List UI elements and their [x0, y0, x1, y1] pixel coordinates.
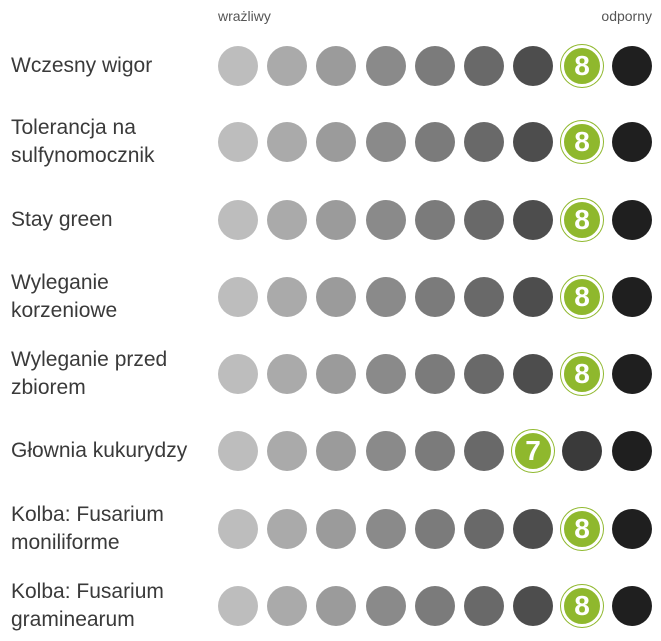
rating-value: 8	[574, 513, 590, 544]
rating-dot	[366, 586, 406, 626]
rating-dot	[267, 586, 307, 626]
rating-dot	[464, 509, 504, 549]
rating-dot	[316, 46, 356, 86]
rating-dot	[464, 586, 504, 626]
rating-dot	[316, 431, 356, 471]
rating-row: Kolba: Fusarium graminearum 8	[0, 576, 661, 636]
rating-value: 8	[574, 358, 590, 389]
rating-dot	[415, 586, 455, 626]
rating-dot	[366, 277, 406, 317]
rating-value: 7	[525, 435, 541, 466]
rating-row: Tolerancja na sulfynomocznik 8	[0, 112, 661, 172]
rating-dot	[316, 586, 356, 626]
rating-dot	[267, 46, 307, 86]
rating-dot	[464, 122, 504, 162]
rating-dot	[415, 122, 455, 162]
rating-dot	[415, 431, 455, 471]
rating-dot	[267, 277, 307, 317]
rating-dot	[612, 277, 652, 317]
rating-dot	[316, 509, 356, 549]
rating-dot	[513, 46, 553, 86]
rating-dot	[218, 431, 258, 471]
trait-label: Stay green	[11, 208, 113, 231]
rating-value: 8	[574, 50, 590, 81]
rating-dot	[612, 431, 652, 471]
rating-dot	[513, 509, 553, 549]
trait-label: Wyleganie przed zbiorem	[11, 348, 168, 399]
rating-dot	[612, 509, 652, 549]
rating-dot	[612, 586, 652, 626]
rating-dot	[366, 431, 406, 471]
rating-dot	[218, 277, 258, 317]
rating-dot	[366, 200, 406, 240]
rating-row: Stay green 8	[0, 190, 661, 250]
rating-dot	[513, 200, 553, 240]
rating-value: 8	[574, 590, 590, 621]
rating-dot	[513, 586, 553, 626]
rating-dot	[218, 354, 258, 394]
rating-dot	[612, 46, 652, 86]
rating-dot	[267, 122, 307, 162]
rating-dot	[415, 509, 455, 549]
rating-row: Wczesny wigor 8	[0, 36, 661, 96]
trait-label: Tolerancja na sulfynomocznik	[11, 116, 155, 167]
rating-dot	[562, 431, 602, 471]
rating-dot	[267, 431, 307, 471]
rating-dot	[366, 46, 406, 86]
rating-dot	[366, 354, 406, 394]
rating-dot	[218, 46, 258, 86]
scale-min-label: wrażliwy	[218, 8, 271, 24]
rating-dot	[464, 431, 504, 471]
rating-dot	[464, 46, 504, 86]
rating-dot-active: 8	[561, 585, 603, 627]
rating-row: Głownia kukurydzy 7	[0, 421, 661, 481]
rating-dot	[218, 586, 258, 626]
rating-row: Wyleganie korzeniowe 8	[0, 267, 661, 327]
rating-dot	[612, 200, 652, 240]
rating-dot	[464, 354, 504, 394]
rating-dot	[612, 122, 652, 162]
rating-dot	[267, 354, 307, 394]
rating-dot-active: 8	[561, 508, 603, 550]
rating-dot	[218, 122, 258, 162]
rating-dot	[267, 200, 307, 240]
rating-dot	[513, 277, 553, 317]
rating-dot	[366, 122, 406, 162]
rating-dot-active: 8	[561, 199, 603, 241]
rating-dot	[612, 354, 652, 394]
rating-dot	[316, 122, 356, 162]
rating-dot	[316, 354, 356, 394]
trait-label: Wyleganie korzeniowe	[11, 271, 118, 322]
rating-dot	[366, 509, 406, 549]
rating-dot	[218, 509, 258, 549]
rating-value: 8	[574, 281, 590, 312]
rating-row: Wyleganie przed zbiorem 8	[0, 344, 661, 404]
rating-row: Kolba: Fusarium moniliforme 8	[0, 499, 661, 559]
rating-dot	[513, 354, 553, 394]
rating-dot	[316, 200, 356, 240]
rating-dot	[316, 277, 356, 317]
rating-dot	[464, 200, 504, 240]
rating-dot-active: 8	[561, 276, 603, 318]
rating-dot	[267, 509, 307, 549]
rating-dot-active: 8	[561, 353, 603, 395]
rating-dot-active: 7	[512, 430, 554, 472]
rating-dot	[415, 354, 455, 394]
rating-dot	[464, 277, 504, 317]
trait-label: Wczesny wigor	[11, 54, 153, 77]
rating-dot	[415, 200, 455, 240]
trait-label: Kolba: Fusarium graminearum	[11, 580, 164, 631]
rating-dot	[415, 277, 455, 317]
rating-dot	[513, 122, 553, 162]
trait-label: Kolba: Fusarium moniliforme	[11, 503, 164, 554]
rating-dot-active: 8	[561, 45, 603, 87]
rating-value: 8	[574, 204, 590, 235]
scale-max-label: odporny	[601, 8, 652, 24]
rating-dot-active: 8	[561, 121, 603, 163]
rating-value: 8	[574, 126, 590, 157]
rating-dot	[415, 46, 455, 86]
rating-dot	[218, 200, 258, 240]
trait-label: Głownia kukurydzy	[11, 439, 188, 462]
